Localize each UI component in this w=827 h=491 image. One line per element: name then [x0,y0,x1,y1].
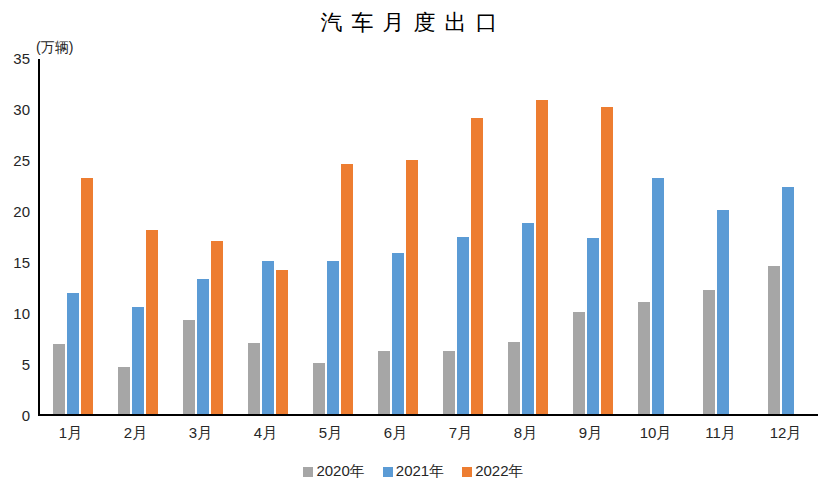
bar-2020年-2月 [118,367,130,414]
y-axis-tick-label: 0 [0,407,30,425]
legend-label: 2021年 [396,462,444,481]
bar-2021年-5月 [327,261,339,414]
x-axis-tick-label: 9月 [558,424,623,442]
x-axis-tick-label: 11月 [688,424,753,442]
bar-2022年-7月 [471,118,483,414]
legend-swatch-icon [462,467,472,477]
legend-label: 2022年 [475,462,523,481]
x-axis-tick-label: 8月 [493,424,558,442]
bar-2020年-3月 [183,320,195,414]
bar-2021年-11月 [717,210,729,414]
bar-2021年-3月 [197,279,209,414]
auto-monthly-export-chart: 汽车月度出口 (万辆) 0 5 10 15 20 25 30 35 1月2月3月4月5月6月7… [0,0,827,491]
bar-2020年-4月 [248,343,260,414]
x-axis-tick-label: 7月 [428,424,493,442]
x-axis-tick-label: 6月 [363,424,428,442]
legend-swatch-icon [383,467,393,477]
bar-2020年-10月 [638,302,650,414]
bar-2022年-2月 [146,230,158,414]
y-axis-tick-label: 30 [0,101,30,119]
x-axis-tick-label: 5月 [298,424,363,442]
legend-swatch-icon [303,467,313,477]
x-axis-tick-label: 3月 [168,424,233,442]
bar-2022年-1月 [81,178,93,414]
bar-2021年-6月 [392,253,404,414]
plot-area [38,59,818,416]
y-axis-unit-label: (万辆) [36,39,73,57]
bar-2020年-9月 [573,312,585,414]
bar-2020年-7月 [443,351,455,414]
chart-title: 汽车月度出口 [0,8,827,38]
bar-2020年-5月 [313,363,325,414]
x-axis-tick-label: 4月 [233,424,298,442]
bar-2021年-9月 [587,238,599,414]
bar-2020年-11月 [703,290,715,414]
legend: 2020年 2021年 2022年 [0,462,827,481]
bar-2020年-12月 [768,266,780,414]
x-axis-tick-label: 1月 [38,424,103,442]
bar-2021年-1月 [67,293,79,414]
bar-2020年-6月 [378,351,390,414]
legend-item-2022年: 2022年 [462,462,523,481]
x-axis-tick-label: 10月 [623,424,688,442]
legend-item-2021年: 2021年 [383,462,444,481]
y-axis-tick-label: 35 [0,50,30,68]
bar-2022年-3月 [211,241,223,414]
y-axis-tick-label: 25 [0,152,30,170]
x-axis-tick-label: 12月 [753,424,818,442]
bar-2021年-4月 [262,261,274,414]
y-axis-tick-label: 15 [0,254,30,272]
legend-label: 2020年 [316,462,364,481]
bar-2021年-2月 [132,307,144,414]
legend-item-2020年: 2020年 [303,462,364,481]
y-axis-tick-label: 20 [0,203,30,221]
bar-2022年-8月 [536,100,548,414]
bar-2020年-1月 [53,344,65,414]
bar-2021年-12月 [782,187,794,414]
y-axis-tick-label: 10 [0,305,30,323]
bar-2021年-10月 [652,178,664,414]
bar-2022年-4月 [276,270,288,414]
bar-2022年-9月 [601,107,613,414]
bar-2020年-8月 [508,342,520,414]
x-axis-tick-label: 2月 [103,424,168,442]
bar-2021年-8月 [522,223,534,414]
bar-2021年-7月 [457,237,469,414]
bar-2022年-6月 [406,160,418,414]
bar-2022年-5月 [341,164,353,414]
y-axis-tick-label: 5 [0,356,30,374]
